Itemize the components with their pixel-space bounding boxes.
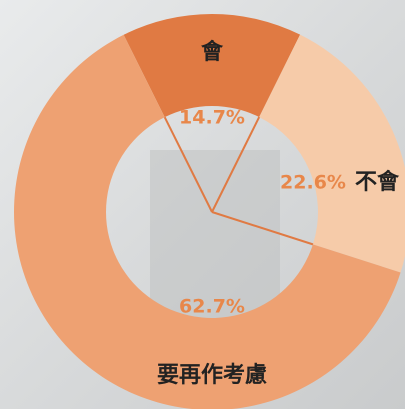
value-label: 22.6%: [280, 172, 346, 194]
slice: [123, 14, 301, 118]
value-label: 14.7%: [179, 107, 245, 129]
category-label: 不會: [355, 169, 400, 195]
divider-line: [163, 116, 213, 213]
category-label: 會: [201, 39, 224, 65]
slice: [14, 34, 401, 409]
value-label: 62.7%: [179, 296, 245, 318]
divider-line: [211, 116, 261, 213]
slice: [259, 34, 405, 273]
category-label: 要再作考慮: [157, 363, 267, 388]
divider-line: [211, 211, 314, 246]
